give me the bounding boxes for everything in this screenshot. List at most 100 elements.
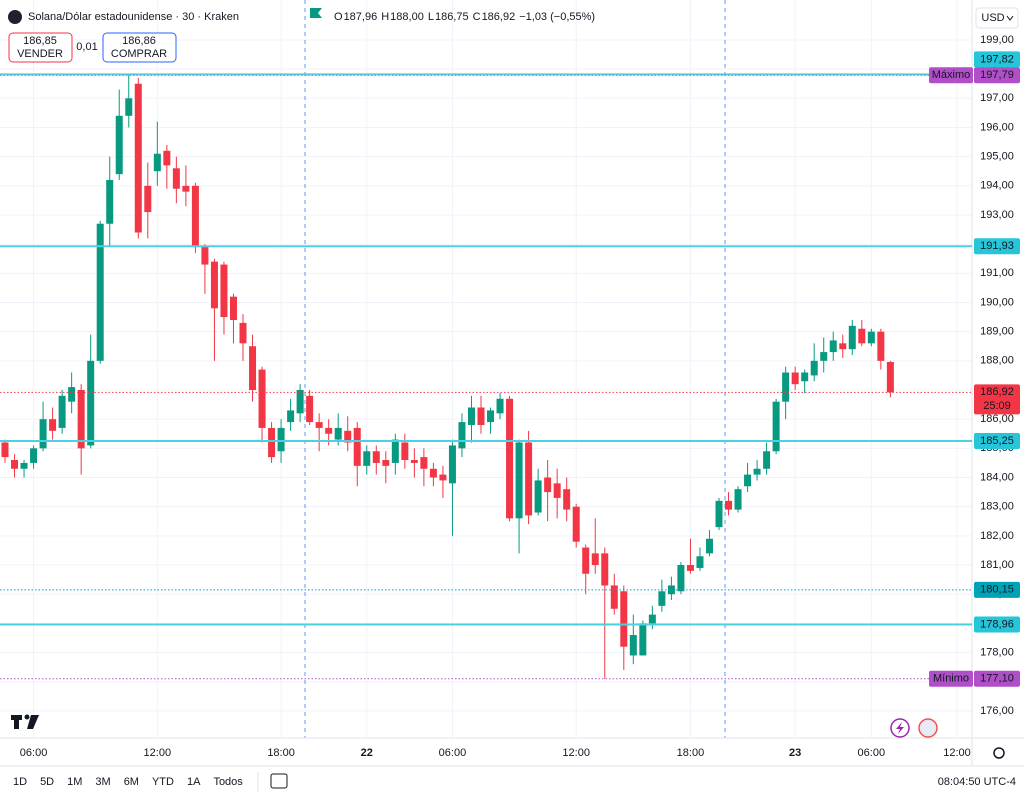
candle-body [239, 322, 247, 344]
candle-body [353, 427, 361, 466]
candle-body [11, 460, 19, 469]
date-range-icon[interactable] [270, 773, 288, 789]
candle-body [277, 427, 285, 452]
candle-body [153, 153, 161, 172]
candle-body [782, 372, 790, 402]
price-label-bg [974, 670, 1020, 687]
candle-body [249, 346, 257, 391]
price-label-bg [974, 384, 1020, 415]
currency-button[interactable] [975, 7, 1019, 29]
candle-body [582, 547, 590, 574]
sell-price: 186,85 [23, 35, 57, 47]
range-button[interactable]: 1M [67, 776, 82, 788]
y-tick-label: 197,00 [980, 92, 1014, 104]
candle-body [448, 445, 456, 484]
candle-body [734, 489, 742, 510]
ui: 176,00177,00178,00179,00180,00181,00182,… [8, 7, 1020, 788]
settings-icon[interactable] [993, 747, 1005, 759]
x-tick-label: 12:00 [144, 747, 172, 759]
candle-body [382, 460, 390, 466]
tv-logo [11, 714, 39, 729]
candle-body [439, 474, 447, 481]
dropdown-arrow [1006, 15, 1014, 21]
candle-body [458, 422, 466, 449]
candle-body [49, 419, 57, 431]
candle-body [591, 553, 599, 566]
candle-body [544, 477, 552, 493]
candle-body [801, 372, 809, 382]
candle-body [344, 430, 352, 443]
candle-body [686, 565, 694, 571]
lightning-icon[interactable] [890, 718, 910, 738]
range-button[interactable]: 1A [187, 776, 201, 788]
candle-body [429, 468, 437, 478]
market-flag-icon[interactable] [918, 718, 938, 738]
candle-body [677, 565, 685, 592]
price-label: 180,15 [980, 584, 1014, 596]
candle-body [20, 462, 28, 469]
range-button[interactable]: YTD [152, 776, 174, 788]
candle-body [420, 457, 428, 469]
range-button[interactable]: 5D [40, 776, 54, 788]
sell-button[interactable] [8, 32, 73, 63]
candle-body [763, 451, 771, 469]
candle-body [296, 390, 304, 414]
price-label: 197,79 [980, 69, 1014, 81]
range-button[interactable]: 3M [95, 776, 110, 788]
candle-body [201, 247, 209, 265]
candle-body [182, 185, 190, 192]
countdown: 25:09 [983, 400, 1011, 412]
candle-body [886, 361, 894, 393]
range-button[interactable]: 6M [124, 776, 139, 788]
candle-body [525, 442, 533, 516]
x-tick-label: 23 [789, 747, 801, 759]
candle-body [715, 500, 723, 528]
x-tick-label: 18:00 [677, 747, 705, 759]
currency: USD [981, 12, 1004, 24]
y-tick-label: 188,00 [980, 355, 1014, 367]
tag-bg [929, 670, 973, 687]
candle-body [487, 410, 495, 423]
y-tick-label: 184,00 [980, 471, 1014, 483]
range-button[interactable]: Todos [213, 776, 243, 788]
candle-body [877, 331, 885, 361]
y-tick-label: 186,00 [980, 413, 1014, 425]
clock: 08:04:50 UTC-4 [938, 776, 1016, 788]
candle-body [601, 553, 609, 586]
price-label-bg [974, 581, 1020, 598]
spread: 0,01 [76, 41, 97, 53]
price-label: 177,10 [980, 673, 1014, 685]
x-tick-label: 06:00 [439, 747, 467, 759]
buy-button[interactable] [102, 32, 177, 63]
candle-body [696, 556, 704, 568]
candle-body [810, 360, 818, 376]
candle-body [258, 369, 266, 428]
candle-body [191, 185, 199, 248]
candle-body [506, 398, 514, 519]
candle-body [39, 419, 47, 449]
candle-body [610, 585, 618, 609]
candle-body [87, 360, 95, 446]
candle-body [705, 538, 713, 554]
candle-body [648, 614, 656, 624]
candle-body [30, 448, 38, 463]
candle-body [572, 506, 580, 542]
candle-body [772, 401, 780, 452]
x-tick-label: 06:00 [20, 747, 48, 759]
y-tick-label: 191,00 [980, 267, 1014, 279]
candle-body [1, 442, 9, 458]
tag-bg [929, 67, 973, 84]
candle-body [163, 150, 171, 166]
change: −1,03 (−0,55%) [519, 11, 595, 23]
candle-body [658, 591, 666, 606]
ohlc-value: 187,96 [344, 11, 378, 23]
price-label-bg [974, 238, 1020, 255]
candle-body [125, 98, 133, 116]
tag-label: Máximo [932, 69, 971, 81]
range-button[interactable]: 1D [13, 776, 27, 788]
flag-icon [310, 8, 322, 18]
y-tick-label: 199,00 [980, 34, 1014, 46]
price-label: 178,96 [980, 618, 1014, 630]
candle-body [820, 352, 828, 361]
candle-body [391, 439, 399, 463]
